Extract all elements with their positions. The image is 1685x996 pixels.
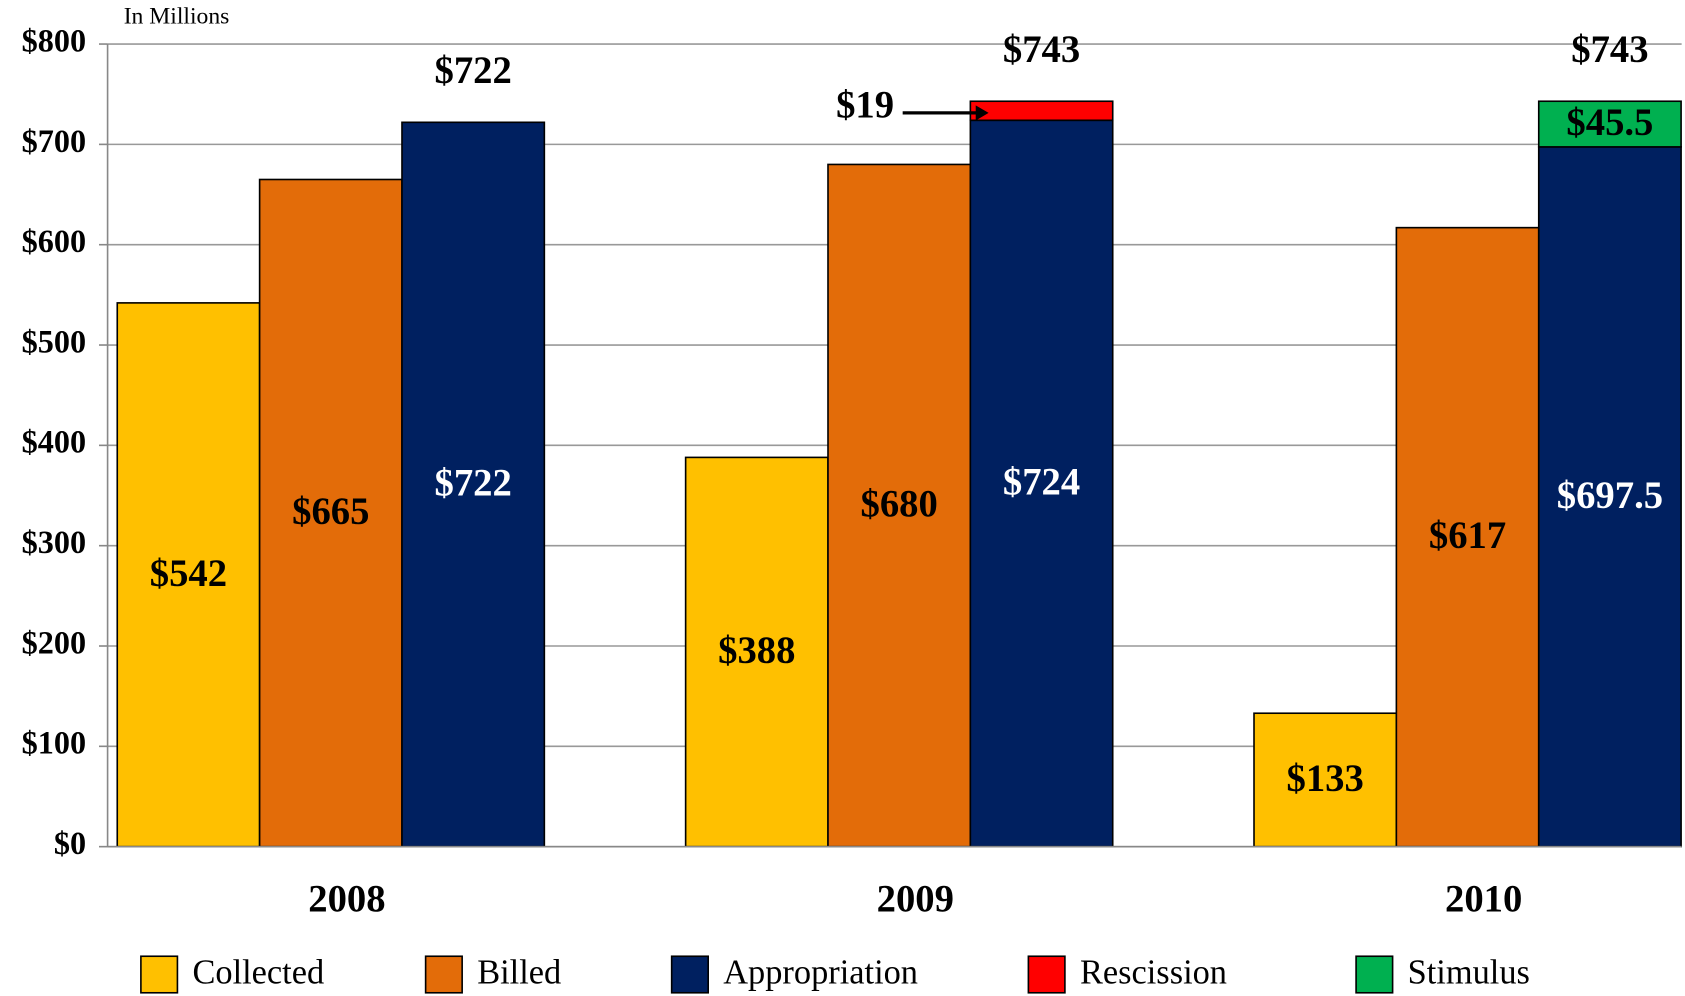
x-tick-label: 2009 <box>877 878 954 920</box>
bar <box>1537 100 1682 148</box>
y-tick-label: $800 <box>22 22 86 58</box>
value-label: $133 <box>1287 758 1364 800</box>
value-label: $542 <box>150 553 227 595</box>
legend-label: Appropriation <box>723 953 918 991</box>
y-tick-label: $700 <box>22 123 86 159</box>
bar <box>969 100 1114 122</box>
value-label: $19 <box>836 84 894 126</box>
value-label: $665 <box>292 491 369 533</box>
total-label: $743 <box>1003 29 1080 71</box>
legend-label: Collected <box>192 953 324 991</box>
bar <box>1537 146 1682 848</box>
legend-swatch <box>670 955 710 994</box>
x-tick-label: 2008 <box>308 878 385 920</box>
total-label: $722 <box>435 50 512 92</box>
value-label: $722 <box>435 463 512 505</box>
value-label: $388 <box>718 630 795 672</box>
value-label: $724 <box>1003 462 1080 504</box>
axis-note: In Millions <box>124 4 230 30</box>
bar <box>116 302 261 848</box>
y-tick-label: $0 <box>54 825 86 861</box>
y-tick-label: $500 <box>22 323 86 359</box>
bar <box>1395 226 1540 848</box>
legend-label: Billed <box>477 953 561 991</box>
y-tick-label: $400 <box>22 424 86 460</box>
y-tick-label: $100 <box>22 725 86 761</box>
value-label: $697.5 <box>1557 475 1663 517</box>
y-tick-label: $600 <box>22 223 86 259</box>
y-tick-label: $200 <box>22 624 86 660</box>
legend-swatch <box>424 955 463 994</box>
bar <box>827 163 972 848</box>
total-label: $743 <box>1571 29 1648 71</box>
legend-label: Rescission <box>1080 953 1227 991</box>
value-label: $617 <box>1429 515 1506 557</box>
y-tick-label: $300 <box>22 524 86 560</box>
arrow-head <box>975 105 989 121</box>
x-tick-label: 2010 <box>1445 878 1522 920</box>
legend-swatch <box>140 955 179 994</box>
bar <box>401 121 546 848</box>
value-label: $45.5 <box>1566 102 1653 144</box>
bar <box>684 456 829 848</box>
bar <box>258 178 403 848</box>
legend-swatch <box>1355 955 1394 994</box>
legend-swatch <box>1027 955 1066 994</box>
legend-label: Stimulus <box>1408 953 1530 991</box>
value-label: $680 <box>861 484 938 526</box>
